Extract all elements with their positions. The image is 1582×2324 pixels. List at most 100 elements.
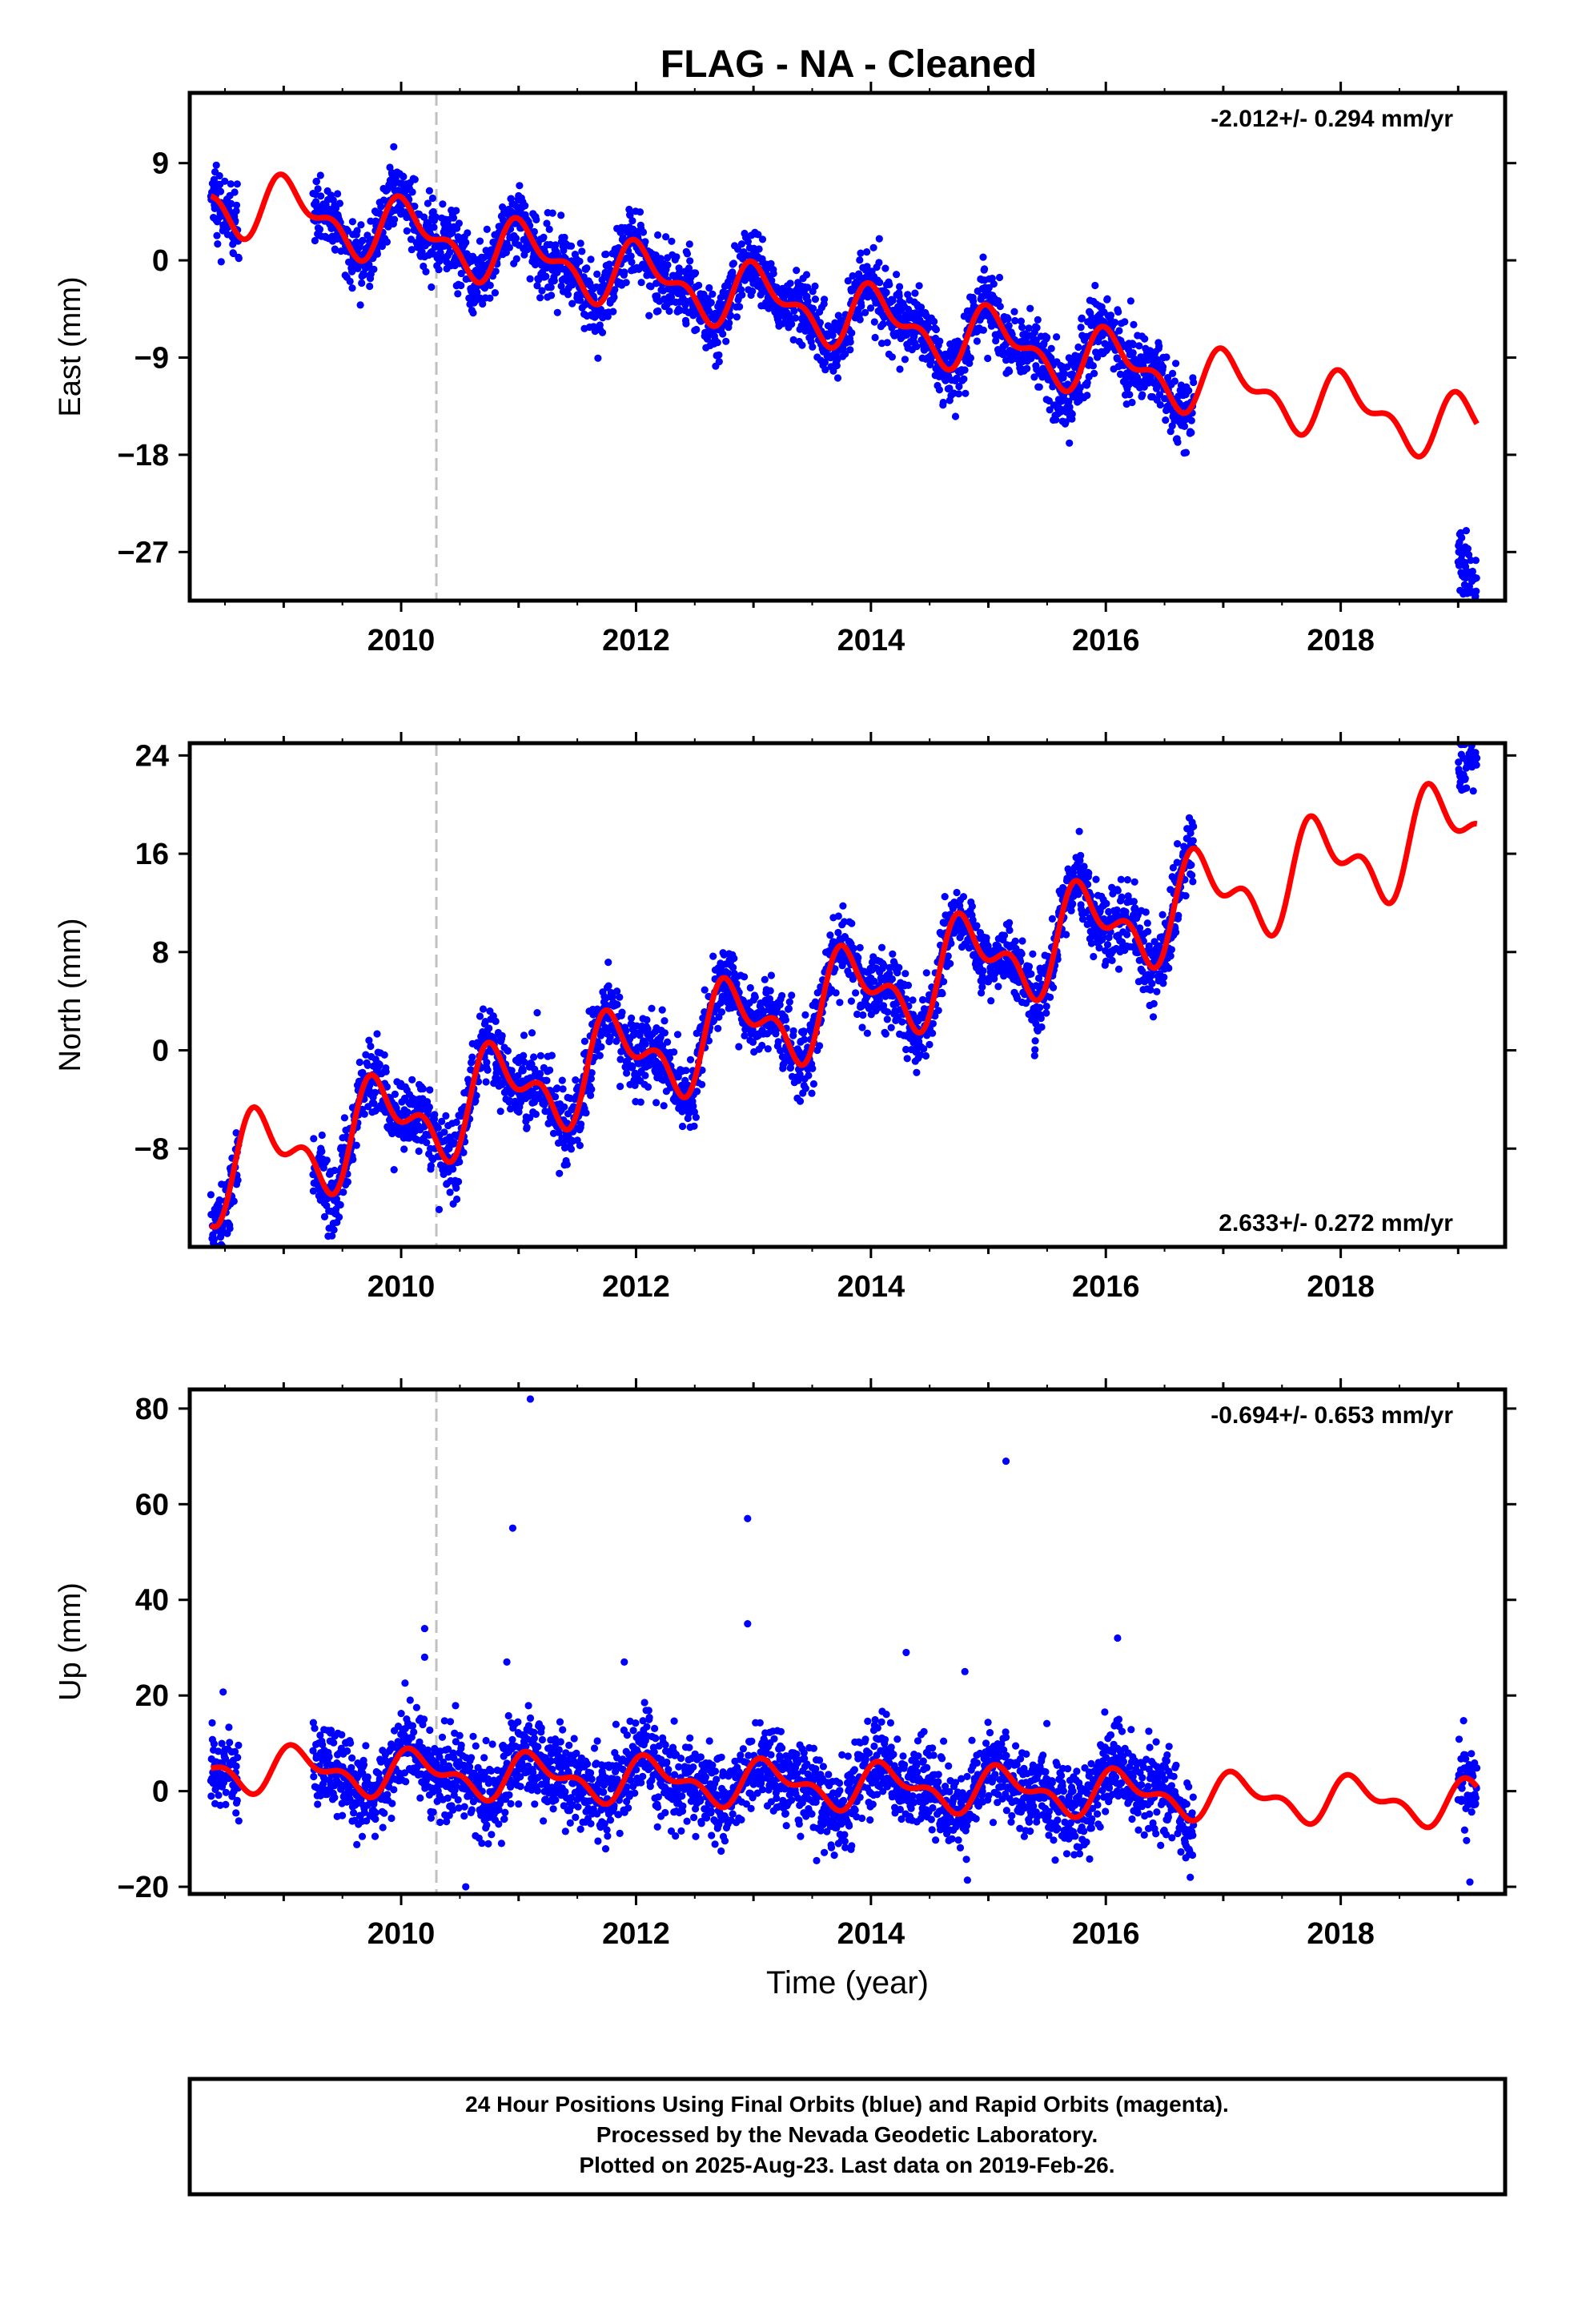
- data-point: [576, 257, 584, 265]
- data-point: [309, 1187, 317, 1195]
- data-point: [216, 187, 225, 195]
- data-point: [400, 1145, 408, 1153]
- data-point: [994, 297, 1002, 305]
- data-point: [996, 303, 1004, 311]
- data-point: [849, 944, 857, 952]
- data-point: [643, 1016, 651, 1024]
- data-point: [973, 922, 981, 930]
- data-point: [809, 343, 817, 351]
- data-point: [492, 267, 500, 275]
- data-point: [512, 234, 520, 243]
- data-point: [1083, 379, 1091, 387]
- data-point: [788, 991, 796, 999]
- data-point: [766, 987, 774, 995]
- data-point: [587, 255, 595, 263]
- data-point: [884, 1008, 892, 1016]
- data-point: [232, 207, 240, 215]
- data-point: [1018, 937, 1026, 945]
- data-point: [719, 330, 727, 338]
- data-point: [551, 1093, 560, 1101]
- data-point: [951, 412, 960, 420]
- data-point: [725, 319, 733, 327]
- data-point: [736, 303, 744, 311]
- data-point: [984, 354, 992, 363]
- data-point: [370, 1100, 378, 1108]
- data-point: [654, 231, 662, 239]
- data-point: [664, 261, 672, 269]
- x-tick-label: 2018: [1307, 624, 1375, 657]
- rate-label: -2.012+/- 0.294 mm/yr: [1211, 106, 1453, 132]
- data-point: [536, 1070, 544, 1078]
- data-point: [637, 279, 645, 287]
- data-point: [520, 1051, 528, 1059]
- data-point: [829, 367, 837, 375]
- data-point: [346, 277, 354, 285]
- data-point: [767, 971, 776, 979]
- data-point: [320, 1212, 329, 1220]
- data-point: [604, 982, 612, 990]
- data-point: [214, 1249, 221, 1256]
- data-point: [844, 277, 852, 285]
- data-point: [235, 255, 243, 263]
- data-point: [553, 1084, 561, 1092]
- data-point: [929, 1029, 937, 1037]
- data-point: [580, 273, 588, 281]
- data-point: [930, 317, 938, 326]
- data-point: [213, 231, 221, 239]
- data-point: [318, 1148, 326, 1156]
- data-point: [426, 1086, 434, 1094]
- data-point: [1083, 392, 1091, 400]
- data-point: [1002, 356, 1010, 364]
- data-point: [966, 354, 974, 362]
- data-point: [334, 190, 342, 198]
- data-point: [1090, 369, 1098, 377]
- data-point: [622, 279, 630, 287]
- data-point: [1155, 342, 1163, 350]
- data-point: [821, 296, 829, 304]
- data-point: [323, 1156, 331, 1164]
- data-point: [648, 1004, 656, 1012]
- data-point: [941, 893, 949, 901]
- data-point: [662, 233, 670, 241]
- data-point: [494, 1076, 502, 1084]
- data-point: [1061, 370, 1069, 378]
- data-point: [1077, 324, 1085, 332]
- data-point: [836, 999, 844, 1007]
- data-point: [1031, 1037, 1039, 1045]
- chart-title: FLAG - NA - Cleaned: [661, 43, 1037, 86]
- data-point: [371, 1088, 379, 1096]
- data-point: [462, 239, 470, 247]
- data-point: [641, 1040, 649, 1048]
- data-point: [881, 1030, 889, 1038]
- data-point: [754, 231, 762, 239]
- data-point: [875, 259, 883, 267]
- data-point: [821, 358, 829, 367]
- data-point: [226, 1224, 234, 1232]
- data-point: [532, 215, 540, 223]
- data-point: [530, 227, 539, 235]
- data-point: [618, 1008, 626, 1016]
- model-fit-line: [210, 171, 1480, 460]
- data-point: [580, 1037, 589, 1045]
- data-point: [613, 987, 621, 995]
- data-point: [479, 1005, 488, 1013]
- data-point: [1011, 316, 1019, 325]
- data-point: [829, 332, 837, 340]
- data-point: [1129, 349, 1137, 357]
- data-point: [898, 1018, 906, 1026]
- data-point: [808, 1089, 816, 1097]
- data-point: [229, 249, 238, 258]
- data-point: [857, 302, 865, 310]
- data-point: [1018, 324, 1026, 332]
- data-point: [875, 235, 883, 243]
- data-point: [685, 240, 693, 248]
- data-point: [1155, 391, 1164, 399]
- data-point: [1467, 557, 1475, 565]
- data-point: [654, 307, 662, 315]
- data-point: [360, 1110, 368, 1118]
- data-point: [846, 338, 854, 346]
- data-point: [210, 175, 218, 183]
- data-point: [408, 1076, 416, 1084]
- data-point: [411, 203, 419, 211]
- data-point: [979, 967, 987, 975]
